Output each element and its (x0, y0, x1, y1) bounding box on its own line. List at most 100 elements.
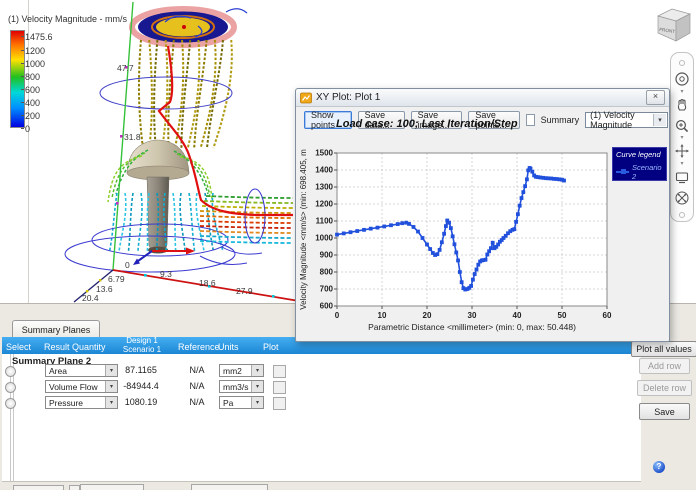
svg-text:50: 50 (558, 311, 567, 320)
svg-text:Parametric Distance <millimete: Parametric Distance <millimeter> (min: 0… (368, 322, 576, 332)
chart-title: Load case: 100; Last Iteration/Step (336, 118, 518, 130)
units-combo[interactable]: Pa ▾ (219, 396, 264, 409)
axis-label-0: 0 (125, 260, 130, 270)
dome-streamlines (107, 149, 213, 203)
plot-checkbox[interactable] (273, 397, 286, 410)
table-row: Area ▾ 87.1165 N/A mm2 ▾ (2, 364, 641, 379)
table-left-rule (10, 354, 14, 481)
units-combo[interactable]: mm2 ▾ (219, 364, 264, 377)
colorbar-tick: 400 (20, 98, 41, 108)
plot-window-titlebar[interactable]: XY Plot: Plot 1 × (296, 89, 669, 107)
navigation-wheel-icon[interactable] (673, 71, 691, 88)
combo-value: Volume Flow (49, 381, 98, 392)
origin-triad (133, 247, 195, 265)
series-name: Scenario 2 (631, 163, 662, 181)
chevron-down-icon: ▾ (251, 381, 263, 392)
close-icon[interactable]: × (646, 90, 665, 105)
col-design-scenario: Design 1 Scenario 1 (112, 336, 172, 354)
result-quantity-combo[interactable]: Pressure ▾ (45, 396, 118, 409)
svg-text:1000: 1000 (315, 234, 333, 243)
summary-plane-group-label: Summary Plane 2 (12, 356, 92, 367)
zoom-extents-icon[interactable] (673, 189, 691, 206)
save-image-button[interactable]: Save image... (410, 110, 463, 130)
colorbar-tick: 200 (20, 111, 41, 121)
viewcube-front-label: FRONT (659, 27, 676, 34)
save-data-button[interactable]: Save data... (357, 110, 405, 130)
xy-plot-icon (300, 92, 312, 103)
summary-checkbox[interactable] (525, 114, 535, 126)
plot-toolbar: Show points Save data... Save image... S… (297, 108, 668, 132)
svg-text:1400: 1400 (315, 166, 333, 175)
row-select-radio[interactable] (5, 398, 16, 409)
result-quantity-combo[interactable]: Area ▾ (45, 364, 118, 377)
navbar-caret-icon[interactable]: ▾ (680, 88, 684, 95)
scene-axes (73, 1, 306, 303)
table-row: Pressure ▾ 1080.19 N/A Pa ▾ (2, 396, 641, 411)
result-value: -84944.4 (123, 381, 159, 391)
table-row: Volume Flow ▾ -84944.4 N/A mm3/s ▾ (2, 380, 641, 395)
tab-summary-planes[interactable]: Summary Planes (12, 320, 100, 338)
units-combo[interactable]: mm3/s ▾ (219, 380, 264, 393)
svg-text:1200: 1200 (315, 200, 333, 209)
svg-text:600: 600 (320, 302, 334, 311)
row-select-radio[interactable] (5, 366, 16, 377)
showmotion-screen-icon[interactable] (673, 168, 691, 185)
svg-text:1500: 1500 (315, 149, 333, 158)
colorbar-tick: 0 (20, 124, 31, 134)
axis-label-204: 20.4 (82, 293, 99, 303)
curve-legend-title: Curve legend (616, 150, 661, 159)
statusbar-field (191, 484, 268, 490)
xy-plot-window: XY Plot: Plot 1 × Show points Save data.… (295, 88, 670, 342)
delete-row-button[interactable]: Delete row (637, 380, 692, 396)
row-select-radio[interactable] (5, 382, 16, 393)
chevron-down-icon: ▾ (251, 397, 263, 408)
pan-hand-icon[interactable] (673, 96, 691, 113)
show-points-button[interactable]: Show points (304, 110, 352, 130)
result-value: 87.1165 (125, 365, 157, 375)
result-quantity-dropdown-value: (1) Velocity Magnitude (590, 110, 635, 130)
plot-all-values-button[interactable]: Plot all values (631, 341, 696, 357)
svg-text:0: 0 (335, 311, 340, 320)
orbit-arrows-icon[interactable] (673, 143, 691, 160)
axis-label-18: 18.6 (199, 278, 216, 288)
help-icon[interactable]: ? (653, 461, 665, 473)
navbar-caret-icon[interactable]: ▾ (680, 160, 684, 167)
svg-text:1100: 1100 (316, 217, 334, 226)
viewcube[interactable]: FRONT (652, 2, 696, 48)
chevron-down-icon: ▾ (105, 381, 117, 392)
scene-axis-labels: 47.7 31.8 0 9.3 18.6 27.9 6.79 13.6 20.4 (82, 63, 253, 303)
col-reference: Reference (178, 342, 220, 352)
combo-value: Pressure (49, 397, 84, 408)
zoom-magnifier-icon[interactable] (673, 117, 691, 134)
inlet-donut (129, 6, 248, 48)
navbar-handle-dot (679, 212, 685, 218)
series-marker-icon (616, 169, 629, 174)
svg-text:1300: 1300 (315, 183, 333, 192)
col-units: Units (218, 342, 239, 352)
col-plot: Plot (263, 342, 279, 352)
combo-value: Pa (223, 397, 234, 408)
col-select: Select (6, 342, 32, 352)
result-quantity-dropdown[interactable]: (1) Velocity Magnitude ▾ (585, 110, 668, 130)
axis-label-679: 6.79 (108, 274, 125, 284)
plot-checkbox[interactable] (273, 365, 286, 378)
bottom-circle-outlines (64, 223, 263, 273)
navbar-handle-dot (679, 60, 685, 66)
result-quantity-combo[interactable]: Volume Flow ▾ (45, 380, 118, 393)
save-points-button[interactable]: Save points... (468, 110, 520, 130)
svg-text:800: 800 (320, 268, 334, 277)
save-button[interactable]: Save (639, 403, 690, 420)
chevron-down-icon: ▾ (105, 365, 117, 376)
navbar-caret-icon[interactable]: ▾ (680, 135, 684, 142)
plot-checkbox[interactable] (273, 381, 286, 394)
inlet-streamlines (137, 39, 233, 149)
add-row-button[interactable]: Add row (639, 358, 690, 374)
svg-text:700: 700 (320, 285, 334, 294)
statusbar-field (80, 484, 144, 490)
axis-label-31: 31.8 (124, 132, 141, 142)
statusbar-field (13, 485, 64, 490)
svg-text:40: 40 (513, 311, 522, 320)
chevron-down-icon: ▾ (105, 397, 117, 408)
navigation-bar: ▾ ▾ ▾ (670, 52, 694, 222)
